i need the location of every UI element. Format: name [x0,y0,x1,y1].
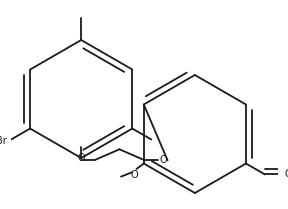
Text: Br: Br [0,136,7,145]
Text: O: O [130,170,138,180]
Text: O: O [160,155,168,165]
Text: O: O [285,169,288,180]
Text: O: O [77,153,85,163]
